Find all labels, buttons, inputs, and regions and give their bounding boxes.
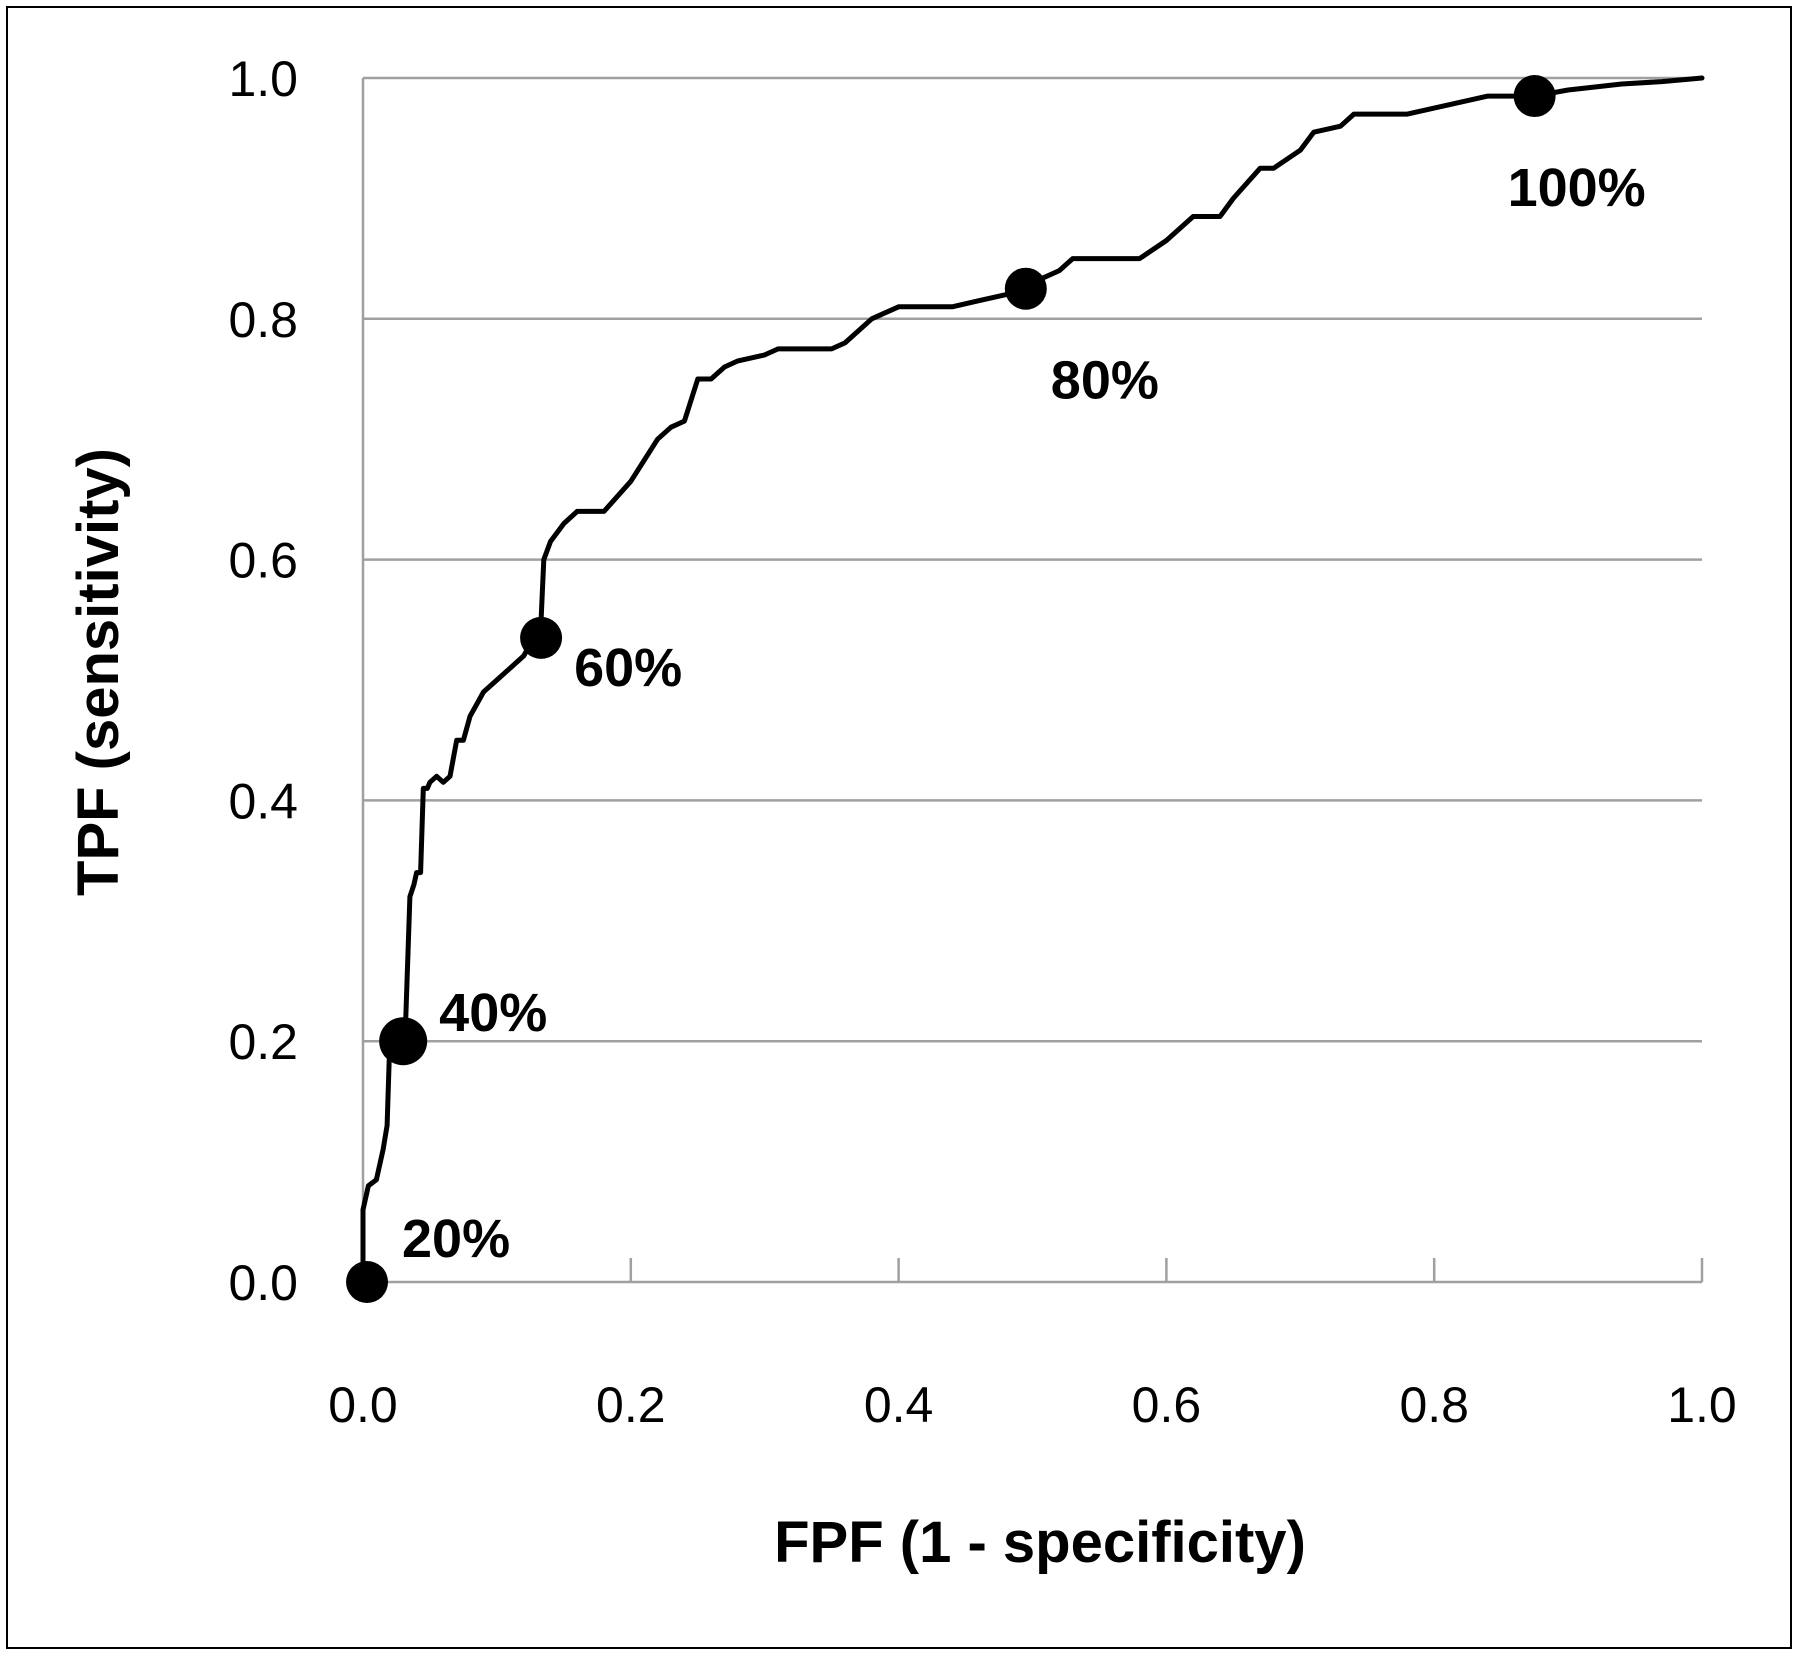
threshold-marker: [379, 1017, 428, 1066]
roc-curve-line: [360, 75, 1705, 1285]
chart-frame: [6, 6, 1792, 1649]
threshold-label: 60%: [574, 638, 682, 698]
y-tick-label: 0.2: [228, 1014, 298, 1070]
curve-layer: [360, 75, 1705, 1285]
marker-layer: [346, 75, 1556, 1303]
threshold-label: 100%: [1508, 158, 1646, 218]
threshold-label: 40%: [439, 983, 547, 1043]
y-tick-label: 0.4: [228, 773, 298, 829]
x-tick-label: 0.6: [1132, 1377, 1202, 1433]
x-tick-label: 0.8: [1399, 1377, 1469, 1433]
y-tick-label: 0.0: [228, 1255, 298, 1311]
x-tick-label: 1.0: [1667, 1377, 1737, 1433]
label-layer: 0.0 0.2 0.4 0.6 0.8 1.0 0.0 0.2 0.4 0.6 0.8 1.0 20% 4…: [228, 51, 1736, 1433]
threshold-label: 80%: [1051, 351, 1159, 411]
threshold-marker: [1513, 75, 1556, 118]
y-tick-label: 0.6: [228, 533, 298, 589]
y-tick-label: 1.0: [228, 51, 298, 107]
threshold-label: 20%: [402, 1209, 510, 1269]
axis-layer: [361, 78, 1704, 1284]
y-tick-label: 0.8: [228, 292, 298, 348]
x-tick-label: 0.4: [864, 1377, 934, 1433]
grid-layer: [363, 76, 1702, 1043]
x-tick-label: 0.0: [328, 1377, 398, 1433]
threshold-marker: [346, 1261, 389, 1303]
x-tick-label: 0.2: [596, 1377, 666, 1433]
x-axis-title: FPF (1 - specificity): [774, 1510, 1306, 1575]
y-axis-title: TPF (sensitivity): [66, 448, 131, 896]
threshold-marker: [520, 616, 563, 659]
threshold-marker: [1004, 267, 1047, 310]
